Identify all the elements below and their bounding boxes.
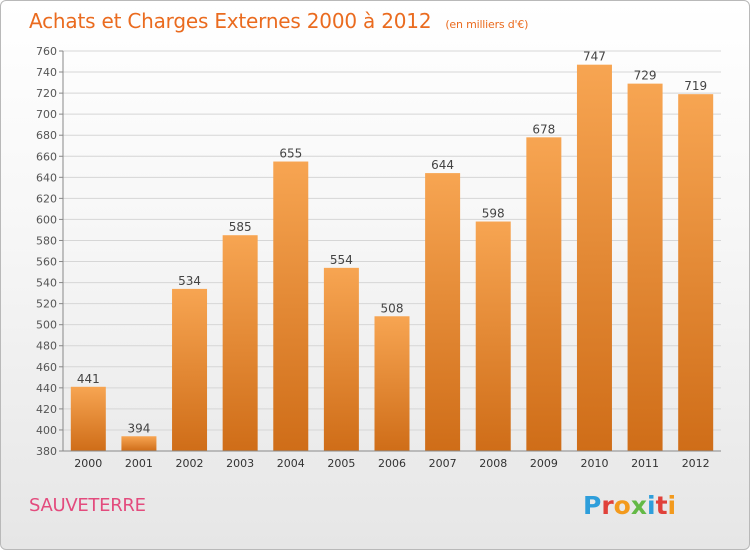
bar-2000	[70, 386, 106, 451]
bar-2004	[273, 161, 309, 452]
bar-value-label: 554	[330, 253, 353, 267]
y-tick-label: 760	[36, 45, 57, 58]
bar-value-label: 598	[482, 207, 505, 221]
y-tick-label: 640	[36, 171, 57, 184]
bar-value-label: 585	[229, 220, 252, 234]
bar-value-label: 644	[431, 158, 454, 172]
y-tick-label: 520	[36, 298, 57, 311]
y-tick-label: 540	[36, 277, 57, 290]
bar-2005	[323, 267, 359, 451]
y-tick-label: 580	[36, 234, 57, 247]
y-tick-label: 380	[36, 445, 57, 458]
x-tick-label: 2000	[74, 457, 102, 470]
chart-title-text: Achats et Charges Externes 2000 à 2012	[29, 9, 432, 33]
x-tick-label: 2007	[429, 457, 457, 470]
bar-value-label: 655	[279, 147, 302, 161]
x-tick-label: 2006	[378, 457, 406, 470]
bar-2012	[678, 94, 714, 451]
x-tick-label: 2005	[327, 457, 355, 470]
y-tick-label: 400	[36, 424, 57, 437]
x-tick-label: 2011	[631, 457, 659, 470]
y-tick-label: 600	[36, 213, 57, 226]
bar-2007	[425, 173, 461, 451]
x-axis: 2000 2001 2002 2003 2004 2005 2006 2007 2008 2009…	[63, 450, 721, 470]
x-tick-label: 2003	[226, 457, 254, 470]
y-tick-label: 680	[36, 129, 57, 142]
y-tick-label: 740	[36, 66, 57, 79]
bar-2009	[526, 137, 562, 451]
chart-title: Achats et Charges Externes 2000 à 2012 (e…	[29, 9, 528, 33]
x-tick-label: 2010	[580, 457, 608, 470]
bar-value-label: 394	[127, 421, 150, 435]
bar-2011	[627, 83, 663, 451]
y-tick-label: 440	[36, 382, 57, 395]
bar-2008	[475, 221, 511, 451]
bar-2001	[121, 436, 157, 451]
bar-2002	[172, 288, 208, 451]
bar-value-label: 508	[381, 301, 404, 315]
bar-value-label: 729	[634, 69, 657, 83]
chart-unit: (en milliers d'€)	[445, 18, 529, 31]
bar-value-label: 534	[178, 274, 201, 288]
bar-value-label: 747	[583, 50, 606, 64]
bar-value-label: 678	[532, 122, 555, 136]
bar-2010	[576, 64, 612, 452]
proxiti-logo: Proxiti	[583, 491, 677, 520]
x-tick-label: 2012	[682, 457, 710, 470]
bar-value-label: 719	[684, 79, 707, 93]
y-tick-label: 660	[36, 150, 57, 163]
y-tick-label: 700	[36, 108, 57, 121]
bar-value-label: 441	[77, 372, 100, 386]
y-tick-label: 720	[36, 87, 57, 100]
x-tick-label: 2001	[125, 457, 153, 470]
y-tick-label: 420	[36, 403, 57, 416]
place-name: SAUVETERRE	[29, 495, 146, 516]
x-tick-label: 2008	[479, 457, 507, 470]
y-tick-label: 460	[36, 361, 57, 374]
y-axis: 380 400 420 440 460 480 500 520 540 560 580 600 620 6…	[36, 45, 64, 458]
bar-2003	[222, 235, 258, 451]
y-tick-label: 560	[36, 256, 57, 269]
y-tick-label: 500	[36, 319, 57, 332]
x-tick-label: 2004	[277, 457, 305, 470]
bars: 441 394 534 585 655 554 508 644 598 678 747 729 719	[70, 50, 714, 452]
y-tick-label: 480	[36, 340, 57, 353]
x-tick-label: 2002	[176, 457, 204, 470]
x-tick-label: 2009	[530, 457, 558, 470]
y-tick-label: 620	[36, 192, 57, 205]
bar-2006	[374, 316, 410, 451]
